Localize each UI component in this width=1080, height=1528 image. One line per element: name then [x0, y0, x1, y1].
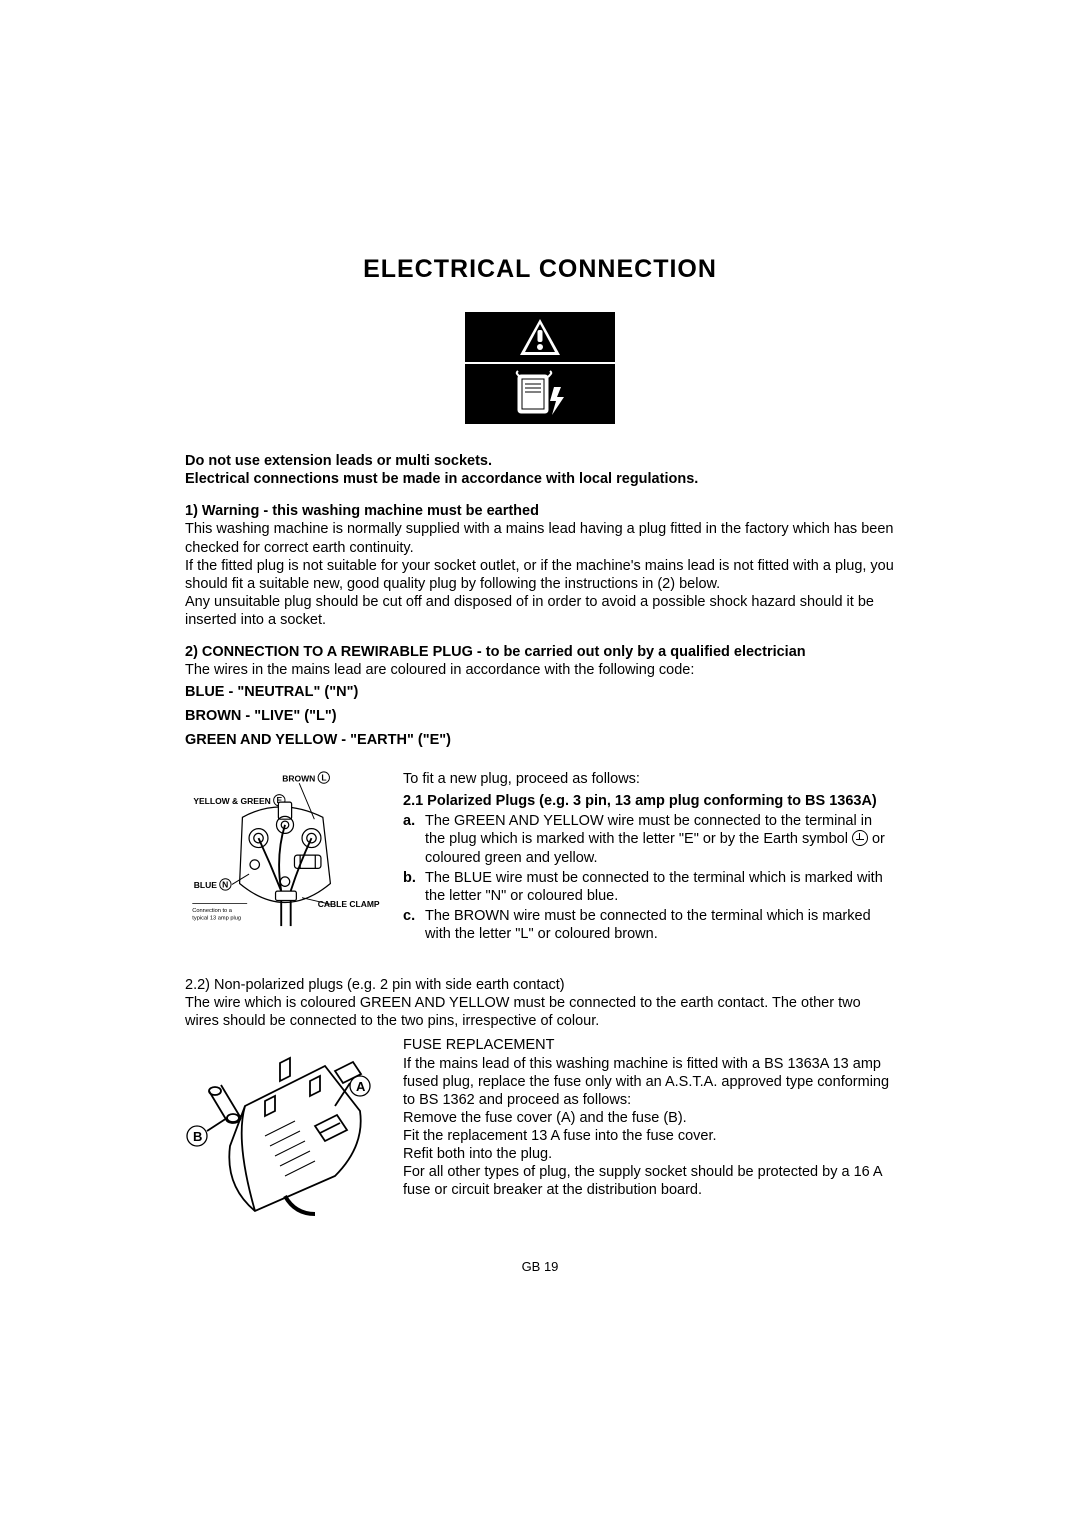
warning-line-2: Electrical connections must be made in a…	[185, 470, 895, 488]
list-letter-a: a.	[403, 812, 425, 866]
page-title: ELECTRICAL CONNECTION	[185, 255, 895, 284]
sec21-c-text: The BROWN wire must be connected to the …	[425, 907, 895, 943]
sec21-a-pre: The GREEN AND YELLOW wire must be connec…	[425, 813, 872, 847]
sec21-item-a: a. The GREEN AND YELLOW wire must be con…	[403, 812, 895, 866]
diagram-label-brown-letter: L	[321, 772, 326, 782]
fuse-label-b: B	[193, 1129, 202, 1144]
fuse-p2: Remove the fuse cover (A) and the fuse (…	[403, 1109, 895, 1127]
sec21-intro: To fit a new plug, proceed as follows:	[403, 770, 895, 788]
fuse-row: A B	[185, 1036, 895, 1221]
diagram-label-yg: YELLOW & GREEN	[193, 796, 270, 806]
sec21-b-text: The BLUE wire must be connected to the t…	[425, 869, 895, 905]
fuse-diagram: A B	[185, 1036, 385, 1221]
section1-p2: If the fitted plug is not suitable for y…	[185, 557, 895, 593]
fuse-p3: Fit the replacement 13 A fuse into the f…	[403, 1127, 895, 1145]
section1-p1: This washing machine is normally supplie…	[185, 520, 895, 556]
warning-icon-block	[465, 312, 615, 424]
plug-wiring-diagram: BROWN L YELLOW & GREEN E BLUE N CABLE CL…	[185, 770, 385, 950]
earth-symbol-icon	[852, 830, 868, 846]
sec22-heading: 2.2) Non-polarized plugs (e.g. 2 pin wit…	[185, 976, 895, 994]
list-letter-c: c.	[403, 907, 425, 943]
diagram-label-blue: BLUE	[194, 880, 217, 890]
wire-green: GREEN AND YELLOW - "EARTH" ("E")	[185, 731, 895, 751]
fuse-heading: FUSE REPLACEMENT	[403, 1036, 895, 1054]
list-letter-b: b.	[403, 869, 425, 905]
diagram-label-blue-letter: N	[222, 879, 228, 889]
sec21-a-text: The GREEN AND YELLOW wire must be connec…	[425, 812, 895, 866]
sec21-heading: 2.1 Polarized Plugs (e.g. 3 pin, 13 amp …	[403, 792, 895, 810]
section2-heading: 2) CONNECTION TO A REWIRABLE PLUG - to b…	[185, 643, 895, 661]
page-footer: GB 19	[185, 1259, 895, 1274]
section1-heading: 1) Warning - this washing machine must b…	[185, 502, 895, 520]
warning-line-1: Do not use extension leads or multi sock…	[185, 452, 895, 470]
fuse-label-a: A	[356, 1079, 366, 1094]
manual-electric-icon	[465, 364, 615, 424]
sec21-item-b: b. The BLUE wire must be connected to th…	[403, 869, 895, 905]
sec21-item-c: c. The BROWN wire must be connected to t…	[403, 907, 895, 943]
plug-instructions: To fit a new plug, proceed as follows: 2…	[403, 770, 895, 950]
fuse-p4: Refit both into the plug.	[403, 1145, 895, 1163]
section1-p3: Any unsuitable plug should be cut off an…	[185, 593, 895, 629]
fuse-p1: If the mains lead of this washing machin…	[403, 1055, 895, 1109]
diagram-label-clamp: CABLE CLAMP	[318, 899, 380, 909]
sec22-body: The wire which is coloured GREEN AND YEL…	[185, 994, 895, 1030]
section2-intro: The wires in the mains lead are coloured…	[185, 661, 895, 679]
page-content: ELECTRICAL CONNECTION Do not use e	[185, 255, 895, 1274]
fuse-text: FUSE REPLACEMENT If the mains lead of th…	[403, 1036, 895, 1221]
diagram-label-brown: BROWN	[282, 773, 315, 783]
diagram-note1: Connection to a	[192, 908, 232, 914]
fuse-p5: For all other types of plug, the supply …	[403, 1163, 895, 1199]
exclamation-triangle-icon	[465, 312, 615, 362]
plug-wiring-row: BROWN L YELLOW & GREEN E BLUE N CABLE CL…	[185, 770, 895, 950]
wire-blue: BLUE - "NEUTRAL" ("N")	[185, 683, 895, 703]
diagram-note2: typical 13 amp plug	[192, 916, 241, 922]
wire-brown: BROWN - "LIVE" ("L")	[185, 707, 895, 727]
